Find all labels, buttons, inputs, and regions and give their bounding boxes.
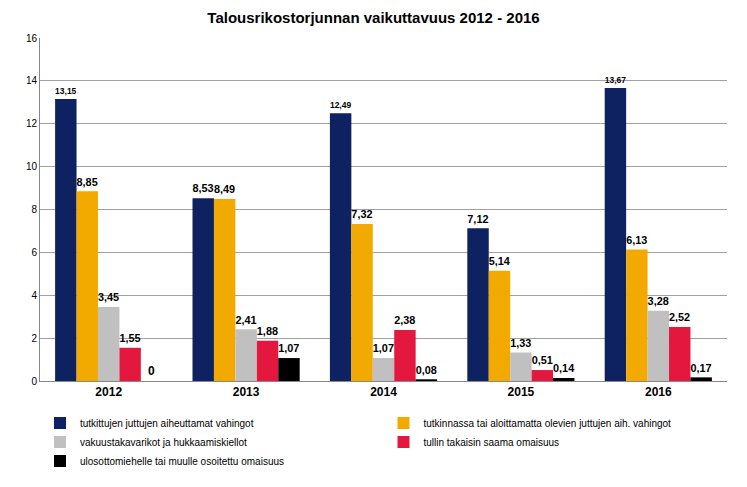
svg-text:12,49: 12,49	[330, 100, 351, 110]
svg-text:ulosottomiehelle tai muulle os: ulosottomiehelle tai muulle osoitettu om…	[80, 456, 284, 467]
svg-text:1,55: 1,55	[119, 332, 140, 344]
svg-text:2013: 2013	[233, 385, 260, 399]
svg-text:0: 0	[148, 364, 155, 378]
svg-text:2016: 2016	[645, 385, 672, 399]
svg-text:4: 4	[31, 290, 37, 301]
svg-text:8,53: 8,53	[193, 182, 214, 194]
svg-text:vakuustakavarikot ja hukkaamis: vakuustakavarikot ja hukkaamiskiellot	[80, 437, 247, 448]
svg-text:10: 10	[26, 161, 38, 172]
svg-text:2012: 2012	[95, 385, 122, 399]
svg-text:2015: 2015	[508, 385, 535, 399]
svg-text:6,13: 6,13	[626, 234, 647, 246]
svg-text:13,67: 13,67	[605, 75, 626, 85]
svg-text:1,07: 1,07	[278, 342, 299, 354]
svg-text:Talousrikostorjunnan vaikuttav: Talousrikostorjunnan vaikuttavuus 2012 -…	[207, 9, 539, 26]
svg-text:0,17: 0,17	[690, 362, 711, 374]
svg-text:13,15: 13,15	[55, 86, 76, 96]
svg-text:5,14: 5,14	[489, 255, 510, 267]
svg-text:tullin takaisin saama omaisuus: tullin takaisin saama omaisuus	[424, 437, 560, 448]
svg-text:2,52: 2,52	[669, 311, 690, 323]
svg-text:2,38: 2,38	[394, 314, 415, 326]
svg-text:tutkittujen juttujen aiheuttam: tutkittujen juttujen aiheuttamat vahingo…	[80, 418, 254, 429]
svg-text:8,85: 8,85	[77, 176, 98, 188]
svg-text:0,14: 0,14	[553, 362, 574, 374]
svg-text:2014: 2014	[370, 385, 397, 399]
svg-text:3,28: 3,28	[648, 295, 669, 307]
svg-text:12: 12	[26, 118, 38, 129]
svg-text:1,33: 1,33	[510, 337, 531, 349]
svg-text:2: 2	[31, 333, 37, 344]
svg-text:1,07: 1,07	[373, 342, 394, 354]
svg-text:tutkinnassa tai aloittamatta o: tutkinnassa tai aloittamatta olevien jut…	[424, 418, 672, 429]
svg-text:3,45: 3,45	[98, 291, 119, 303]
svg-text:1,88: 1,88	[257, 325, 278, 337]
svg-text:8,49: 8,49	[214, 183, 235, 195]
svg-text:16: 16	[26, 33, 38, 44]
svg-text:0,08: 0,08	[416, 364, 437, 376]
svg-text:14: 14	[26, 75, 38, 86]
svg-text:0,51: 0,51	[532, 354, 553, 366]
svg-text:8: 8	[31, 204, 37, 215]
svg-text:6: 6	[31, 247, 37, 258]
svg-text:2,41: 2,41	[235, 314, 256, 326]
svg-text:0: 0	[31, 376, 37, 387]
svg-text:7,32: 7,32	[351, 208, 372, 220]
svg-text:7,12: 7,12	[467, 213, 488, 225]
